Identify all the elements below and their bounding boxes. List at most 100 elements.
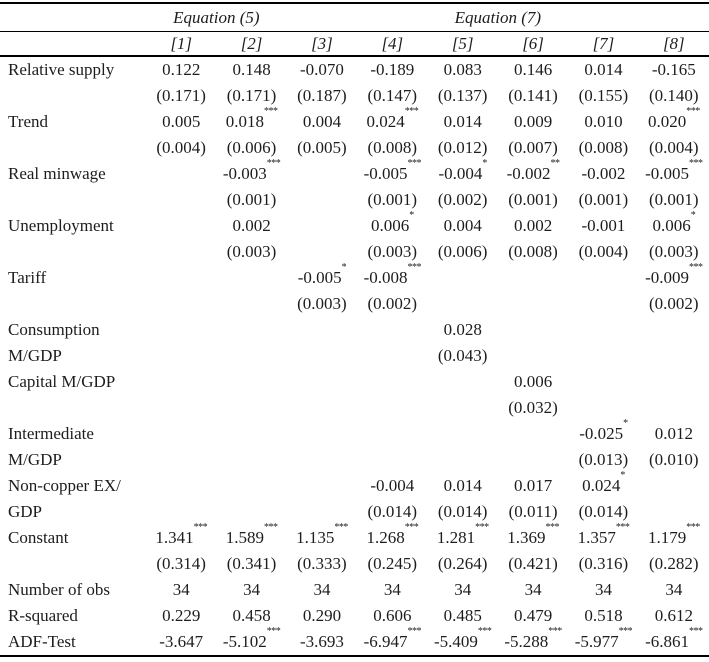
coefficient-row: Unemployment 0.002 0.006* 0.004 0.002 -0.001 0…	[0, 210, 709, 239]
equation-5-header: Equation (5)	[146, 3, 287, 32]
standard-error-cell	[287, 343, 357, 369]
significance-stars: ***	[407, 158, 422, 169]
significance-stars: ***	[334, 522, 348, 533]
coefficient-cell: 1.268***	[366, 522, 419, 548]
significance-stars: ***	[686, 106, 700, 117]
coefficient-cell: -0.004*	[438, 158, 487, 184]
standard-error-cell	[498, 343, 568, 369]
standard-error-cell: (0.008)	[578, 138, 629, 157]
row-label: GDP	[8, 502, 43, 521]
coefficient-cell	[287, 369, 357, 395]
standard-error-cell	[216, 343, 286, 369]
standard-error-cell: (0.001)	[226, 190, 277, 209]
row-label	[0, 239, 146, 265]
statistic-cell: -6.947***	[363, 626, 422, 652]
standard-error-cell	[639, 395, 709, 421]
standard-error-cell: (0.314)	[156, 554, 206, 573]
standard-error-cell: (0.001)	[367, 190, 418, 209]
coefficient-cell	[428, 421, 498, 447]
standard-error-cell: (0.421)	[508, 554, 558, 573]
coefficient-cell: -0.004	[370, 476, 415, 495]
coefficient-cell: 1.589***	[225, 522, 278, 548]
row-label: Real minwage	[8, 164, 106, 183]
row-label: M/GDP	[8, 346, 62, 365]
standard-error-cell	[287, 447, 357, 473]
coefficient-cell	[146, 369, 216, 395]
coefficient-cell	[287, 317, 357, 343]
coefficient-cell: 0.006*	[370, 210, 414, 236]
statistic-cell: -5.409***	[433, 626, 492, 652]
row-label	[0, 395, 146, 421]
standard-error-cell: (0.171)	[226, 86, 277, 105]
row-label: M/GDP	[8, 450, 62, 469]
statistic-cell: 34	[383, 580, 401, 599]
standard-error-cell: (0.011)	[508, 502, 558, 521]
standard-error-cell: (0.043)	[437, 346, 488, 365]
coefficient-cell	[216, 369, 286, 395]
row-label: Tariff	[8, 268, 47, 287]
significance-stars: ***	[263, 106, 278, 117]
coefficient-cell: 1.281***	[436, 522, 489, 548]
standard-error-cell: (0.014)	[578, 502, 629, 521]
coefficient-cell: -0.165	[651, 60, 696, 79]
coefficient-cell	[287, 213, 357, 239]
spacer-cell	[286, 3, 428, 32]
row-label	[0, 187, 146, 213]
coefficient-cell: 0.083	[443, 60, 482, 79]
standard-error-cell: (0.008)	[508, 242, 558, 261]
significance-stars: ***	[689, 158, 703, 169]
coefficient-cell: 0.014	[443, 476, 482, 495]
coefficient-cell	[639, 317, 709, 343]
significance-stars: ***	[266, 626, 281, 637]
column-header-6: [6]	[497, 31, 569, 57]
statistic-cell: 34	[313, 580, 331, 599]
statistic-cell: 0.485	[443, 606, 482, 625]
standard-error-cell: (0.282)	[649, 554, 699, 573]
statistic-cell: -5.102***	[222, 626, 281, 652]
row-label: Trend	[8, 112, 48, 131]
standard-error-cell	[216, 447, 286, 473]
standard-error-cell	[428, 395, 498, 421]
coefficient-row: Non-copper EX/ -0.004 0.014 0.017 0.024*	[0, 471, 709, 499]
standard-error-cell	[568, 291, 638, 317]
coefficient-cell: -0.189	[370, 60, 415, 79]
standard-error-cell: (0.002)	[367, 294, 418, 313]
coefficient-cell: 0.006*	[652, 210, 696, 236]
standard-error-cell: (0.010)	[649, 450, 699, 469]
standard-error-cell	[357, 343, 427, 369]
standard-error-cell	[146, 343, 216, 369]
standard-error-cell	[498, 447, 568, 473]
row-label	[0, 551, 146, 577]
statistic-cell: -3.693	[299, 632, 344, 651]
coefficient-cell	[639, 369, 709, 395]
standard-error-cell: (0.141)	[508, 86, 558, 105]
coefficient-cell	[498, 421, 568, 447]
coefficient-cell: 0.014	[584, 60, 623, 79]
significance-stars: ***	[618, 626, 633, 637]
standard-error-cell: (0.007)	[508, 138, 558, 157]
row-label	[0, 83, 146, 109]
standard-error-row: M/GDP (0.013) (0.010)	[0, 447, 709, 473]
standard-error-cell: (0.140)	[649, 86, 699, 105]
coefficient-cell: 0.122	[162, 60, 201, 79]
statistic-cell: -6.861***	[645, 626, 703, 652]
coefficient-cell: -0.008***	[363, 262, 422, 288]
spacer-cell	[568, 3, 709, 32]
significance-stars: ***	[689, 626, 703, 637]
coefficient-cell: 0.020***	[647, 106, 700, 132]
coefficient-cell	[428, 265, 498, 291]
column-header-8: [8]	[638, 31, 709, 57]
coefficient-cell: -0.005***	[645, 158, 703, 184]
standard-error-cell: (0.171)	[156, 86, 206, 105]
statistic-row: R-squared 0.229 0.458 0.290 0.606 0.485 0.479 0…	[0, 603, 709, 629]
significance-stars: ***	[615, 522, 630, 533]
coefficient-cell	[568, 317, 638, 343]
significance-stars: *	[690, 210, 696, 221]
column-header-2: [2]	[216, 31, 287, 57]
standard-error-cell	[287, 395, 357, 421]
coefficient-cell	[146, 317, 216, 343]
coefficient-cell: 0.028	[443, 320, 482, 339]
column-header-1: [1]	[146, 31, 217, 57]
coefficient-cell: 0.004	[443, 216, 482, 235]
